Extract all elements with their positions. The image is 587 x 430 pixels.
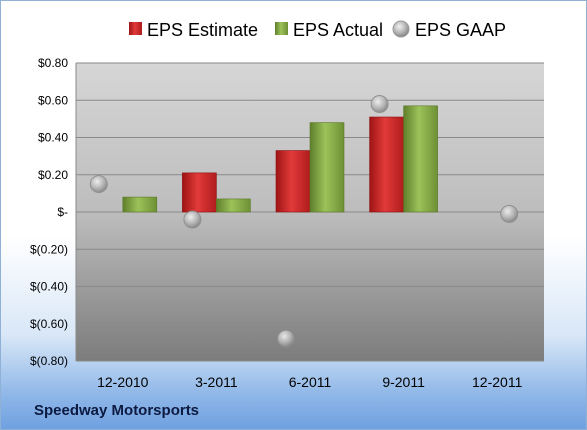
bar-series bbox=[122, 105, 438, 213]
y-tick-label: $0.60 bbox=[38, 93, 68, 107]
actual-bar bbox=[122, 196, 158, 213]
y-tick-label: $(0.60) bbox=[30, 317, 68, 331]
estimate-bar bbox=[275, 150, 311, 213]
y-tick-label: $(0.40) bbox=[30, 280, 68, 294]
x-tick-label: 12-2011 bbox=[472, 374, 523, 390]
gaap-marker bbox=[277, 329, 295, 348]
y-tick-label: $0.80 bbox=[38, 56, 68, 70]
legend-swatch-gaap bbox=[392, 20, 410, 38]
estimate-bar bbox=[182, 172, 217, 213]
x-axis-ticks: 12-2010 3-2011 6-2011 9-2011 12-2011 bbox=[97, 374, 522, 390]
gaap-marker bbox=[370, 94, 389, 113]
gaap-markers bbox=[89, 94, 519, 348]
actual-bar bbox=[309, 122, 345, 213]
gaap-marker bbox=[89, 175, 108, 194]
actual-bar bbox=[403, 105, 438, 213]
actual-bar bbox=[216, 198, 251, 213]
legend-label-actual: EPS Actual bbox=[293, 20, 383, 40]
legend-item-actual: EPS Actual bbox=[275, 20, 383, 40]
x-tick-label: 12-2010 bbox=[97, 374, 149, 390]
x-tick-label: 3-2011 bbox=[195, 374, 238, 390]
legend-item-gaap: EPS GAAP bbox=[392, 20, 506, 40]
legend-item-estimate: EPS Estimate bbox=[129, 20, 258, 40]
y-tick-label: $(0.80) bbox=[30, 354, 68, 368]
legend-label-gaap: EPS GAAP bbox=[415, 20, 506, 40]
y-axis-ticks: $0.80 $0.60 $0.40 $0.20 $- $(0.20) $(0.40) $(0.… bbox=[30, 56, 68, 368]
y-tick-label: $0.20 bbox=[38, 168, 68, 182]
x-tick-label: 6-2011 bbox=[289, 374, 332, 390]
estimate-bar bbox=[369, 116, 404, 213]
gaap-marker bbox=[500, 204, 519, 223]
y-tick-label: $- bbox=[57, 205, 68, 219]
legend: EPS Estimate EPS Actual EPS GAAP bbox=[129, 20, 506, 40]
legend-swatch-estimate bbox=[129, 22, 142, 35]
gaap-marker bbox=[183, 210, 202, 229]
legend-label-estimate: EPS Estimate bbox=[147, 20, 258, 40]
legend-swatch-actual bbox=[275, 22, 288, 35]
y-tick-label: $0.40 bbox=[38, 131, 68, 145]
x-tick-label: 9-2011 bbox=[382, 374, 425, 390]
y-tick-label: $(0.20) bbox=[30, 242, 68, 256]
company-name: Speedway Motorsports bbox=[34, 402, 200, 419]
